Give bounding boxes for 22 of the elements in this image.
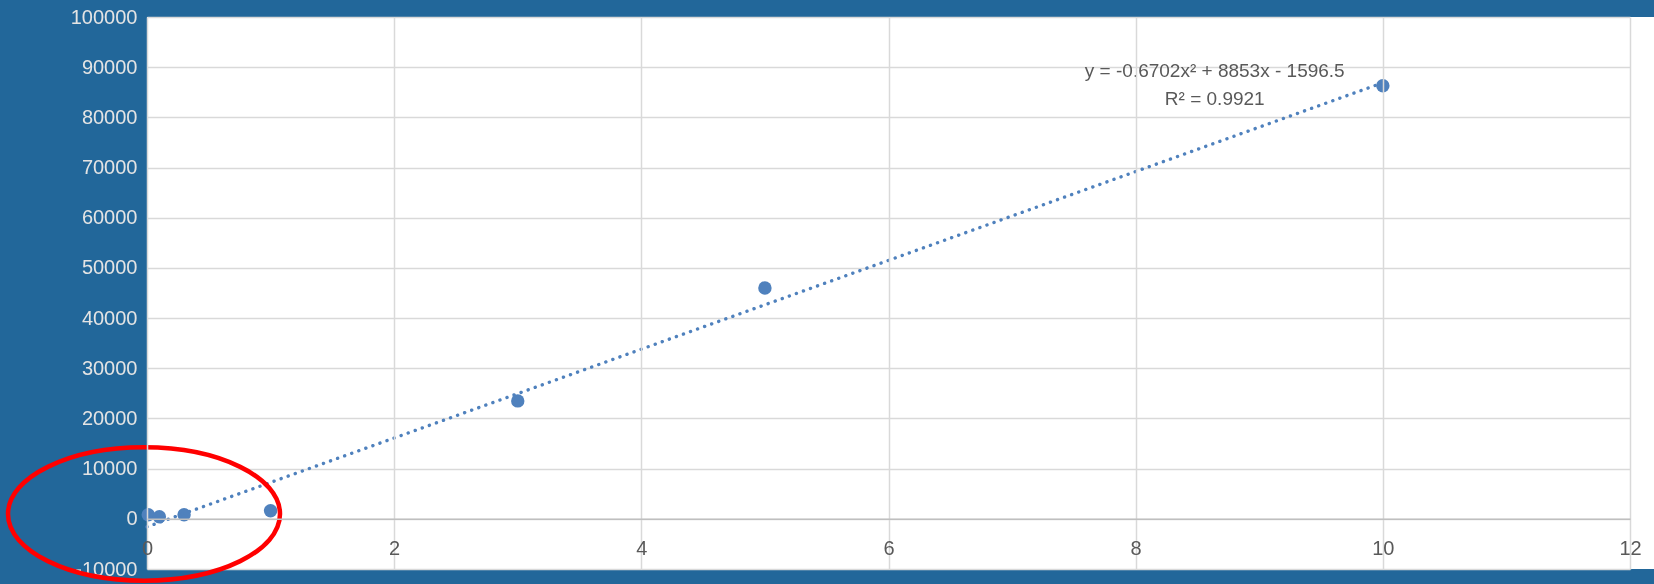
y-tick-label: 90000 <box>81 55 138 78</box>
x-tick-label: 4 <box>636 537 648 560</box>
point <box>263 504 278 518</box>
x-tick-label: 6 <box>883 537 895 560</box>
annotation: R² = 0.9921 <box>1164 88 1265 110</box>
y-tick-label: 10000 <box>81 457 138 480</box>
y-tick-label: 100000 <box>70 5 138 28</box>
y-tick-label: 60000 <box>81 206 138 229</box>
y-tick-label: 50000 <box>81 256 138 279</box>
y-tick-label: 40000 <box>81 306 138 329</box>
y-tick-label: 70000 <box>81 156 138 179</box>
y-tick-label: 20000 <box>81 406 138 429</box>
y-tick-label: 0 <box>126 507 138 530</box>
point <box>758 281 772 295</box>
x-tick-label: 12 <box>1619 537 1642 560</box>
annotation: y = -0.6702x² + 8853x - 1596.5 <box>1084 60 1345 82</box>
x-tick-label: 2 <box>389 537 401 560</box>
y-tick-label: 30000 <box>81 356 138 379</box>
x-tick-label: 10 <box>1372 537 1395 560</box>
y-tick-label: 80000 <box>81 105 138 128</box>
x-tick-label: 8 <box>1130 537 1142 560</box>
point <box>511 394 525 408</box>
